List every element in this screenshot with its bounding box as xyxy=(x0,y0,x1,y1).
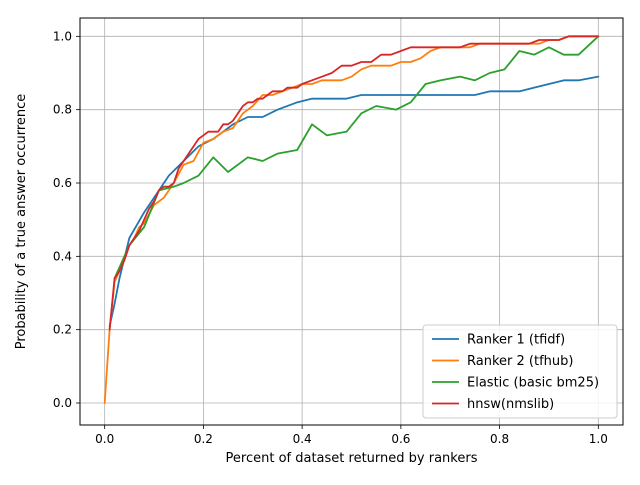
series-4 xyxy=(108,35,600,331)
x-axis-label: Percent of dataset returned by rankers xyxy=(226,451,478,466)
x-tick-label: 0.6 xyxy=(391,432,410,446)
series-1 xyxy=(108,75,600,327)
series-3 xyxy=(113,35,600,280)
axes-frame xyxy=(79,17,624,426)
x-tick-label: 0.4 xyxy=(293,432,312,446)
legend-item: Ranker 1 (tfidf) xyxy=(432,333,565,348)
series-lines xyxy=(103,35,600,404)
legend-label: Ranker 2 (tfhub) xyxy=(467,354,573,369)
legend-label: Ranker 1 (tfidf) xyxy=(467,333,565,348)
y-tick-label: 0.0 xyxy=(53,396,72,410)
grid xyxy=(80,18,623,425)
x-tick-label: 0.0 xyxy=(95,432,114,446)
legend-label: Elastic (basic bm25) xyxy=(467,376,599,391)
series-line xyxy=(108,75,600,327)
series-line xyxy=(108,35,600,331)
legend-item: Ranker 2 (tfhub) xyxy=(432,354,573,369)
y-tick-label: 0.8 xyxy=(53,103,72,117)
x-tick-label: 1.0 xyxy=(589,432,608,446)
x-tick-label: 0.8 xyxy=(490,432,509,446)
series-line xyxy=(113,35,600,280)
legend-box xyxy=(422,324,618,419)
y-axis-label: Probability of a true answer occurrence xyxy=(14,94,29,350)
x-tick-label: 0.2 xyxy=(194,432,213,446)
legend-item: hnsw(nmslib) xyxy=(432,397,554,412)
legend-label: hnsw(nmslib) xyxy=(467,397,554,412)
y-tick-label: 0.6 xyxy=(53,176,72,190)
y-tick-label: 1.0 xyxy=(53,29,72,43)
y-tick-label: 0.2 xyxy=(53,323,72,337)
ticks: 0.0 0.2 0.4 0.6 0.8 1.0 0.0 0.2 0.4 0.6 0.8 1.0 xyxy=(53,29,608,446)
y-tick-label: 0.4 xyxy=(53,249,72,263)
legend-item: Elastic (basic bm25) xyxy=(432,376,599,391)
legend: Ranker 1 (tfidf) Ranker 2 (tfhub) Elastic … xyxy=(422,324,618,419)
